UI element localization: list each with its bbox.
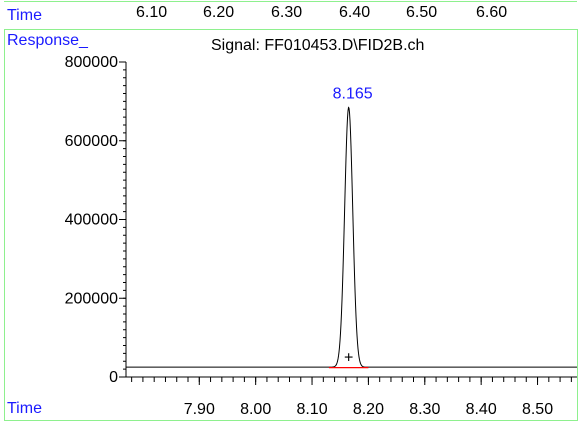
x-tick-label: 8.50 xyxy=(522,401,553,418)
y-tick-label: 600000 xyxy=(65,133,118,150)
signal-trace xyxy=(126,106,577,368)
x-tick-label: 7.90 xyxy=(184,401,215,418)
response-axis-label: Response_ xyxy=(7,32,88,49)
chart-title: Signal: FF010453.D\FID2B.ch xyxy=(211,37,425,54)
header-time-tick: 6.10 xyxy=(136,4,168,21)
footer-time-label: Time xyxy=(7,400,42,417)
bottom-frame-line xyxy=(4,420,577,421)
y-tick-label: 400000 xyxy=(65,212,118,229)
right-frame-line xyxy=(577,29,578,421)
y-tick-label: 0 xyxy=(109,369,118,386)
header-time-tick: 6.20 xyxy=(203,4,235,21)
top-frame-line xyxy=(4,1,577,2)
header-time-tick: 6.60 xyxy=(476,4,508,21)
header-time-tick: 6.50 xyxy=(406,4,438,21)
y-tick-label: 800000 xyxy=(65,54,118,71)
x-tick-label: 8.30 xyxy=(409,401,440,418)
header-time-tick: 6.40 xyxy=(339,4,371,21)
header-time-tick: 6.30 xyxy=(271,4,303,21)
x-tick-label: 8.00 xyxy=(240,401,271,418)
x-tick-label: 8.40 xyxy=(466,401,497,418)
x-tick-label: 8.20 xyxy=(353,401,384,418)
header-time-label: Time xyxy=(7,7,42,24)
x-tick-label: 8.10 xyxy=(296,401,327,418)
left-frame-line xyxy=(4,29,5,421)
peak-marker-plus: + xyxy=(344,349,353,366)
header-divider-line xyxy=(4,29,577,30)
peak-retention-label: 8.165 xyxy=(333,85,373,102)
y-tick-label: 200000 xyxy=(65,290,118,307)
